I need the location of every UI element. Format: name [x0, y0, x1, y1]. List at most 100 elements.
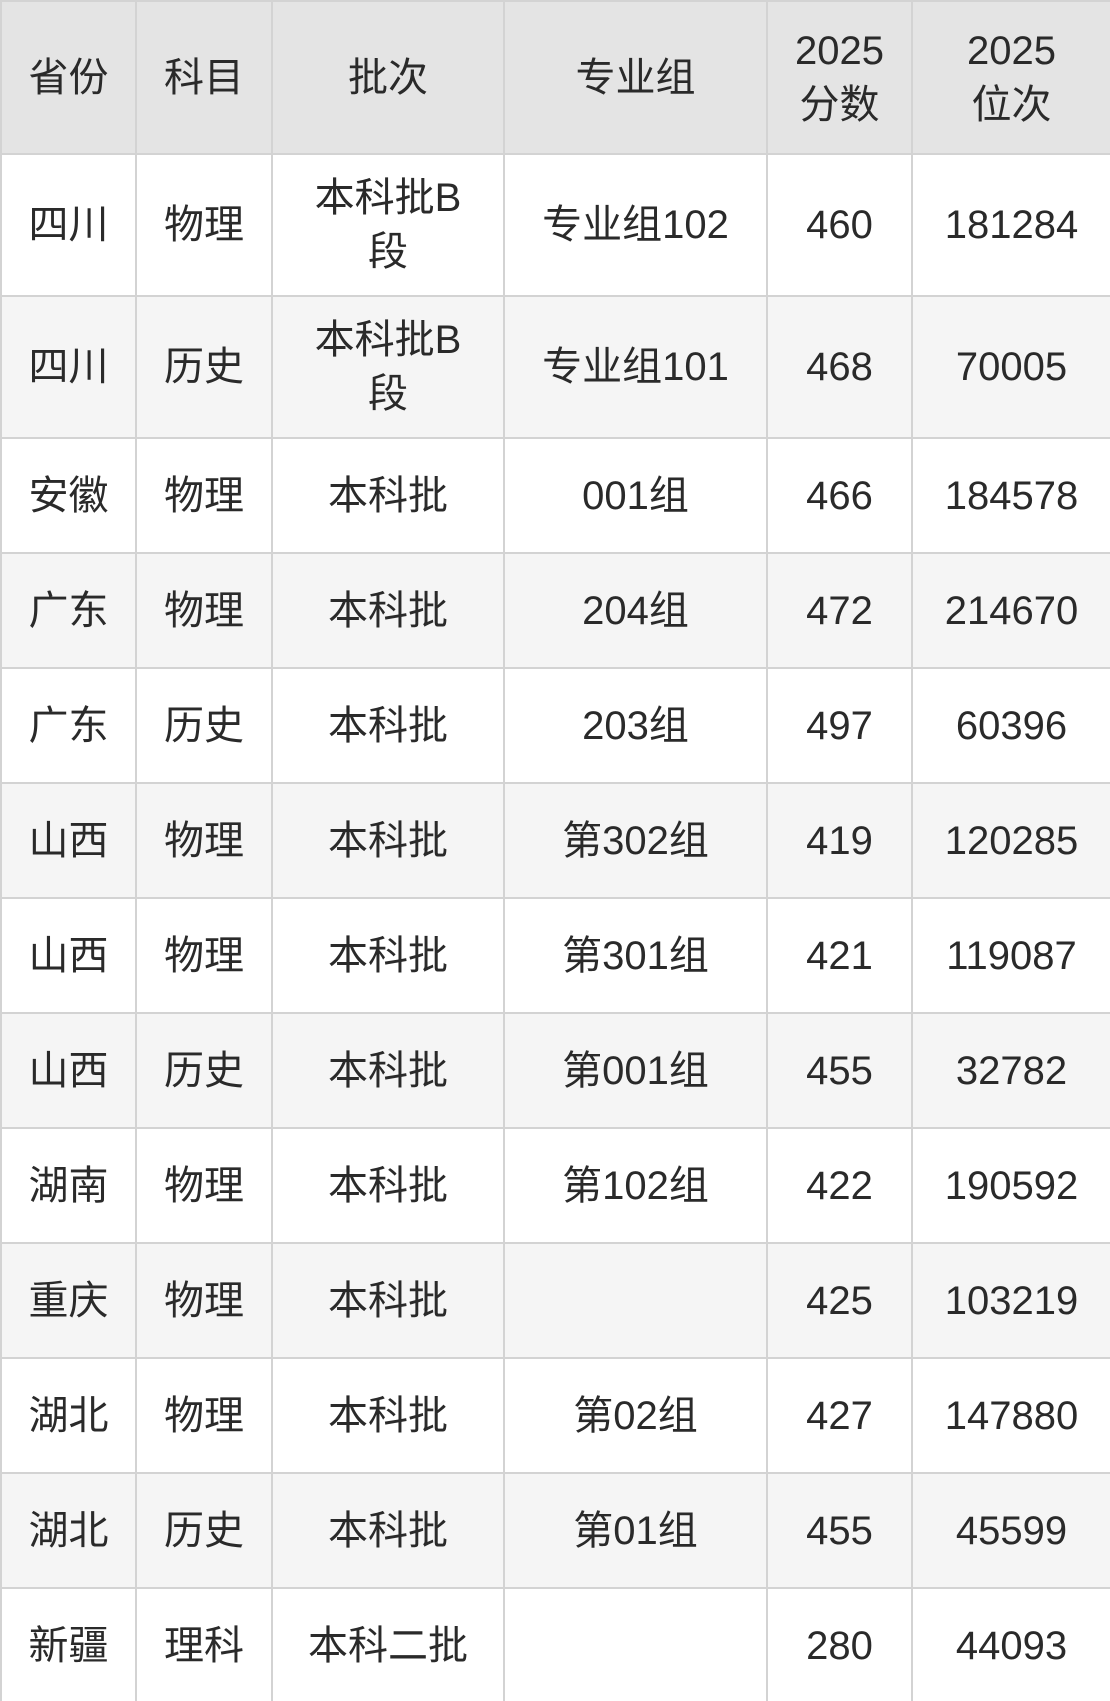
cell-rank: 44093	[911, 1587, 1110, 1701]
cell-group: 203组	[503, 667, 768, 784]
cell-subject: 理科	[135, 1587, 273, 1701]
table-row: 重庆 物理 本科批 425 103219	[0, 1242, 1110, 1359]
cell-rank: 119087	[911, 897, 1110, 1014]
table-row: 四川 物理 本科批B段 专业组102 460 181284	[0, 153, 1110, 297]
cell-batch: 本科批	[271, 1242, 505, 1359]
cell-rank: 45599	[911, 1472, 1110, 1589]
table-row: 新疆 理科 本科二批 280 44093	[0, 1587, 1110, 1701]
cell-subject: 物理	[135, 1127, 273, 1244]
cell-province: 广东	[0, 552, 137, 669]
cell-group: 专业组102	[503, 153, 768, 297]
cell-group: 第01组	[503, 1472, 768, 1589]
cell-subject: 历史	[135, 1472, 273, 1589]
cell-province: 安徽	[0, 437, 137, 554]
cell-group: 专业组101	[503, 295, 768, 439]
cell-score: 472	[766, 552, 913, 669]
cell-rank: 70005	[911, 295, 1110, 439]
cell-subject: 物理	[135, 437, 273, 554]
cell-rank: 181284	[911, 153, 1110, 297]
cell-batch: 本科批	[271, 782, 505, 899]
table-row: 湖北 历史 本科批 第01组 455 45599	[0, 1472, 1110, 1589]
header-rank-year: 2025	[967, 28, 1056, 73]
cell-rank: 32782	[911, 1012, 1110, 1129]
table-row: 山西 物理 本科批 第301组 421 119087	[0, 897, 1110, 1014]
cell-subject: 物理	[135, 552, 273, 669]
table-row: 湖北 物理 本科批 第02组 427 147880	[0, 1357, 1110, 1474]
cell-batch: 本科批	[271, 667, 505, 784]
cell-batch: 本科批	[271, 1472, 505, 1589]
cell-rank: 184578	[911, 437, 1110, 554]
cell-score: 421	[766, 897, 913, 1014]
cell-score: 422	[766, 1127, 913, 1244]
table-row: 四川 历史 本科批B段 专业组101 468 70005	[0, 295, 1110, 439]
cell-batch: 本科批	[271, 897, 505, 1014]
cell-subject: 历史	[135, 667, 273, 784]
cell-group	[503, 1587, 768, 1701]
cell-score: 497	[766, 667, 913, 784]
cell-province: 新疆	[0, 1587, 137, 1701]
cell-province: 四川	[0, 295, 137, 439]
header-cell-province: 省份	[0, 0, 137, 155]
header-cell-group: 专业组	[503, 0, 768, 155]
table-row: 安徽 物理 本科批 001组 466 184578	[0, 437, 1110, 554]
cell-score: 466	[766, 437, 913, 554]
header-cell-batch: 批次	[271, 0, 505, 155]
cell-score: 455	[766, 1012, 913, 1129]
table-row: 山西 物理 本科批 第302组 419 120285	[0, 782, 1110, 899]
header-cell-score-2025: 2025 分数	[766, 0, 913, 155]
cell-rank: 147880	[911, 1357, 1110, 1474]
cell-group: 第302组	[503, 782, 768, 899]
header-row: 省份 科目 批次 专业组 2025 分数 2025 位次	[0, 0, 1110, 155]
cell-score: 468	[766, 295, 913, 439]
cell-province: 山西	[0, 897, 137, 1014]
cell-group: 204组	[503, 552, 768, 669]
cell-group: 第02组	[503, 1357, 768, 1474]
header-score-label: 分数	[799, 82, 880, 127]
cell-batch: 本科批B段	[271, 153, 505, 297]
cell-batch: 本科二批	[271, 1587, 505, 1701]
cell-score: 419	[766, 782, 913, 899]
cell-batch: 本科批	[271, 1127, 505, 1244]
header-cell-subject: 科目	[135, 0, 273, 155]
table-row: 广东 历史 本科批 203组 497 60396	[0, 667, 1110, 784]
cell-province: 广东	[0, 667, 137, 784]
cell-score: 427	[766, 1357, 913, 1474]
cell-province: 山西	[0, 1012, 137, 1129]
cell-score: 425	[766, 1242, 913, 1359]
cell-subject: 历史	[135, 1012, 273, 1129]
table-row: 湖南 物理 本科批 第102组 422 190592	[0, 1127, 1110, 1244]
cell-group: 第001组	[503, 1012, 768, 1129]
cell-batch: 本科批	[271, 1012, 505, 1129]
cell-subject: 物理	[135, 1357, 273, 1474]
cell-score: 455	[766, 1472, 913, 1589]
cell-rank: 103219	[911, 1242, 1110, 1359]
cell-group: 第301组	[503, 897, 768, 1014]
cell-subject: 物理	[135, 897, 273, 1014]
cell-rank: 214670	[911, 552, 1110, 669]
cell-batch: 本科批	[271, 552, 505, 669]
cell-group	[503, 1242, 768, 1359]
header-rank-label: 位次	[971, 82, 1052, 127]
cell-rank: 190592	[911, 1127, 1110, 1244]
cell-group: 001组	[503, 437, 768, 554]
table-row: 山西 历史 本科批 第001组 455 32782	[0, 1012, 1110, 1129]
cell-province: 湖北	[0, 1357, 137, 1474]
cell-province: 湖南	[0, 1127, 137, 1244]
table-row: 广东 物理 本科批 204组 472 214670	[0, 552, 1110, 669]
cell-batch: 本科批B段	[271, 295, 505, 439]
cell-batch: 本科批	[271, 1357, 505, 1474]
cell-province: 重庆	[0, 1242, 137, 1359]
header-score-year: 2025	[795, 28, 884, 73]
cell-subject: 物理	[135, 782, 273, 899]
cell-province: 山西	[0, 782, 137, 899]
cell-subject: 物理	[135, 1242, 273, 1359]
cell-group: 第102组	[503, 1127, 768, 1244]
cell-subject: 物理	[135, 153, 273, 297]
cell-score: 460	[766, 153, 913, 297]
header-cell-rank-2025: 2025 位次	[911, 0, 1110, 155]
cell-province: 四川	[0, 153, 137, 297]
cell-score: 280	[766, 1587, 913, 1701]
cell-rank: 120285	[911, 782, 1110, 899]
